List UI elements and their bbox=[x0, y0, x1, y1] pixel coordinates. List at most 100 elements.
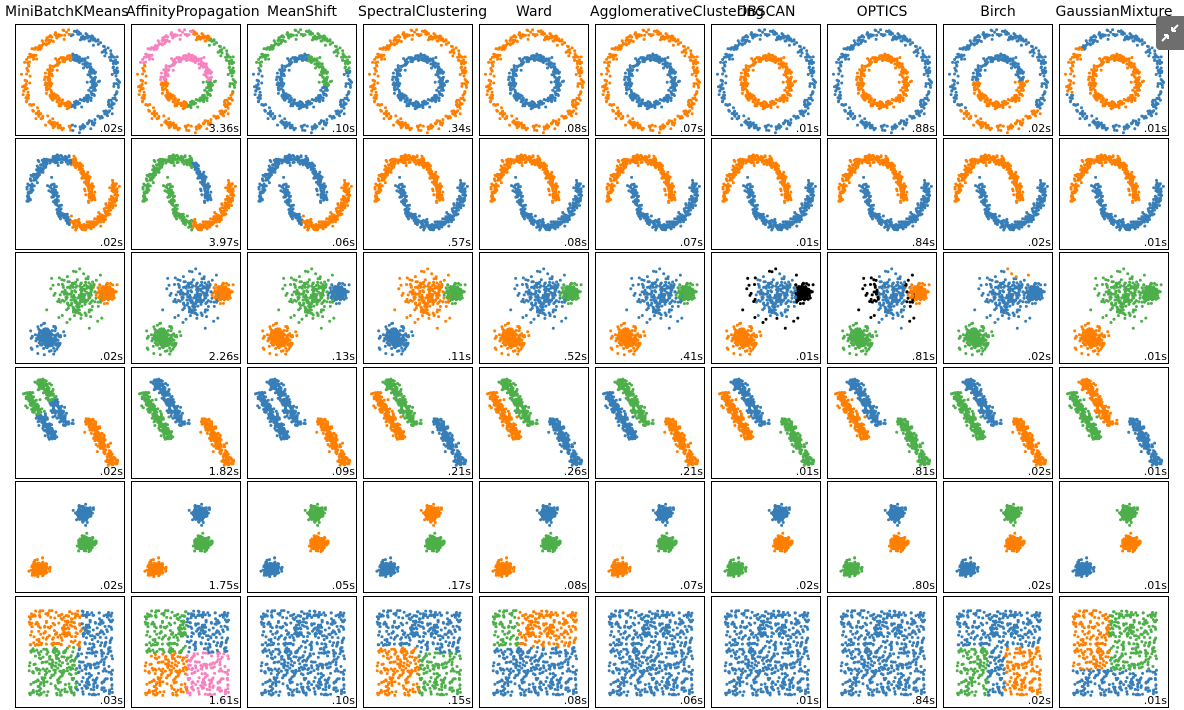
data-point bbox=[24, 100, 28, 104]
data-point bbox=[373, 66, 377, 70]
data-point bbox=[276, 43, 280, 47]
data-point bbox=[500, 48, 504, 51]
data-point bbox=[88, 62, 92, 66]
data-point bbox=[112, 97, 116, 101]
data-point bbox=[69, 55, 73, 59]
data-point bbox=[193, 131, 197, 135]
data-point bbox=[203, 35, 207, 38]
data-point bbox=[58, 123, 62, 127]
data-point bbox=[36, 48, 40, 51]
data-point bbox=[292, 100, 296, 104]
data-point bbox=[535, 103, 539, 107]
data-point bbox=[889, 55, 893, 59]
data-point bbox=[832, 72, 835, 76]
data-point bbox=[91, 37, 95, 41]
data-point bbox=[763, 124, 767, 128]
data-point bbox=[321, 99, 325, 102]
data-point bbox=[697, 85, 700, 89]
data-point bbox=[218, 45, 222, 49]
data-point bbox=[719, 78, 723, 82]
data-point bbox=[808, 102, 812, 106]
data-point bbox=[455, 98, 459, 102]
data-point bbox=[174, 123, 178, 127]
data-point bbox=[83, 96, 86, 100]
data-point bbox=[332, 116, 336, 120]
data-point bbox=[666, 73, 670, 77]
data-point bbox=[535, 52, 539, 56]
data-point bbox=[208, 94, 212, 97]
data-point bbox=[757, 28, 761, 32]
data-point bbox=[779, 96, 782, 100]
data-point bbox=[204, 62, 208, 66]
data-point bbox=[329, 114, 332, 118]
data-point bbox=[848, 106, 851, 110]
data-point bbox=[513, 84, 516, 88]
data-point bbox=[879, 124, 883, 128]
data-point bbox=[763, 28, 767, 32]
data-point bbox=[91, 85, 94, 89]
data-point bbox=[919, 110, 922, 114]
data-point bbox=[437, 127, 441, 131]
data-point bbox=[90, 34, 94, 38]
data-point bbox=[798, 45, 802, 49]
data-point bbox=[722, 90, 726, 94]
data-point bbox=[879, 28, 883, 32]
column-title: Ward bbox=[474, 4, 594, 20]
data-point bbox=[136, 72, 139, 76]
data-point bbox=[203, 121, 206, 124]
data-point bbox=[783, 35, 787, 38]
data-point bbox=[487, 85, 491, 89]
scatter-plot bbox=[832, 28, 934, 135]
data-point bbox=[789, 118, 793, 122]
data-point bbox=[915, 112, 919, 116]
data-point bbox=[808, 55, 812, 59]
data-point bbox=[800, 48, 804, 52]
data-point bbox=[671, 85, 674, 89]
data-point bbox=[113, 93, 117, 97]
data-point bbox=[164, 77, 168, 81]
data-point bbox=[783, 121, 786, 124]
data-point bbox=[289, 57, 293, 61]
data-point bbox=[317, 62, 321, 65]
data-point bbox=[253, 93, 257, 97]
data-point bbox=[454, 114, 458, 118]
data-point bbox=[413, 107, 417, 111]
data-point bbox=[415, 124, 419, 128]
data-point bbox=[684, 48, 688, 52]
data-point bbox=[767, 129, 771, 132]
data-point bbox=[574, 106, 578, 110]
data-point bbox=[407, 33, 411, 37]
data-point bbox=[908, 38, 912, 42]
data-point bbox=[737, 114, 741, 118]
data-point bbox=[629, 90, 633, 94]
data-point bbox=[851, 117, 855, 121]
data-point bbox=[555, 37, 559, 41]
data-point bbox=[521, 57, 525, 61]
data-point bbox=[301, 55, 305, 59]
data-point bbox=[511, 69, 515, 73]
data-point bbox=[484, 72, 487, 76]
data-point bbox=[323, 43, 327, 47]
data-point bbox=[860, 64, 864, 68]
data-point bbox=[389, 41, 393, 45]
data-point bbox=[531, 28, 535, 32]
data-point bbox=[437, 96, 441, 100]
data-point bbox=[837, 72, 841, 76]
data-point bbox=[776, 105, 780, 109]
data-point bbox=[106, 46, 110, 50]
data-point bbox=[195, 35, 199, 39]
data-point bbox=[868, 125, 872, 129]
data-point bbox=[555, 85, 558, 89]
data-point bbox=[571, 98, 575, 102]
data-point bbox=[492, 81, 496, 85]
data-point bbox=[542, 125, 546, 129]
data-point bbox=[211, 83, 214, 87]
data-point bbox=[550, 100, 554, 104]
data-point bbox=[319, 121, 322, 124]
data-point bbox=[293, 126, 297, 130]
data-point bbox=[310, 101, 314, 105]
data-point bbox=[74, 30, 78, 34]
data-point bbox=[787, 37, 791, 41]
data-point bbox=[732, 111, 736, 115]
data-point bbox=[686, 114, 690, 118]
